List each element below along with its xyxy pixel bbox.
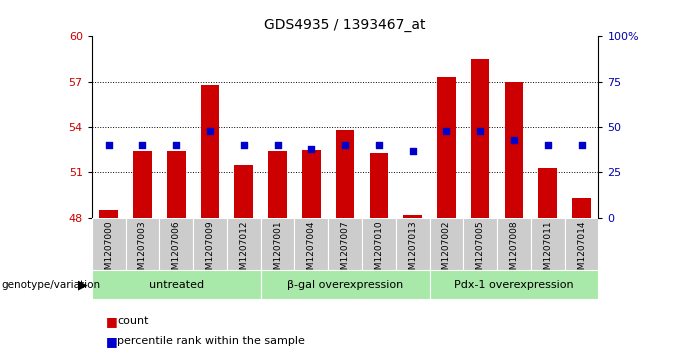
Bar — [471, 59, 490, 218]
Point — [475, 128, 486, 134]
Text: GSM1207010: GSM1207010 — [375, 220, 384, 281]
Bar — [505, 82, 523, 218]
FancyBboxPatch shape — [497, 218, 531, 270]
FancyBboxPatch shape — [260, 270, 430, 299]
Text: GSM1207006: GSM1207006 — [172, 220, 181, 281]
Bar — [167, 151, 186, 218]
FancyBboxPatch shape — [227, 218, 260, 270]
Text: GSM1207003: GSM1207003 — [138, 220, 147, 281]
FancyBboxPatch shape — [430, 270, 598, 299]
Bar — [133, 151, 152, 218]
Point — [205, 128, 216, 134]
Bar — [336, 130, 354, 218]
Bar — [302, 150, 320, 218]
Text: GSM1207011: GSM1207011 — [543, 220, 552, 281]
Point — [103, 142, 114, 148]
Bar — [437, 77, 456, 218]
Text: ■: ■ — [105, 335, 117, 348]
Text: GSM1207004: GSM1207004 — [307, 220, 316, 281]
Point — [407, 148, 418, 154]
Bar — [269, 151, 287, 218]
Text: GSM1207009: GSM1207009 — [205, 220, 214, 281]
Point — [576, 142, 587, 148]
Point — [272, 142, 283, 148]
FancyBboxPatch shape — [92, 218, 126, 270]
FancyBboxPatch shape — [193, 218, 227, 270]
FancyBboxPatch shape — [294, 218, 328, 270]
Text: genotype/variation: genotype/variation — [1, 280, 101, 290]
FancyBboxPatch shape — [564, 218, 598, 270]
Text: Pdx-1 overexpression: Pdx-1 overexpression — [454, 280, 574, 290]
Point — [509, 137, 520, 143]
Text: ▶: ▶ — [78, 278, 88, 291]
Text: untreated: untreated — [149, 280, 204, 290]
Bar — [370, 153, 388, 218]
Text: GSM1207005: GSM1207005 — [476, 220, 485, 281]
Text: GSM1207007: GSM1207007 — [341, 220, 350, 281]
Text: GSM1207008: GSM1207008 — [509, 220, 518, 281]
FancyBboxPatch shape — [396, 218, 430, 270]
FancyBboxPatch shape — [531, 218, 564, 270]
Text: percentile rank within the sample: percentile rank within the sample — [117, 336, 305, 346]
Point — [239, 142, 250, 148]
Point — [306, 146, 317, 152]
Text: β-gal overexpression: β-gal overexpression — [287, 280, 403, 290]
Text: GSM1207012: GSM1207012 — [239, 220, 248, 281]
Point — [441, 128, 452, 134]
FancyBboxPatch shape — [328, 218, 362, 270]
FancyBboxPatch shape — [362, 218, 396, 270]
Bar — [403, 215, 422, 218]
Point — [373, 142, 384, 148]
Point — [543, 142, 554, 148]
Text: count: count — [117, 316, 148, 326]
Text: GSM1207014: GSM1207014 — [577, 220, 586, 281]
Title: GDS4935 / 1393467_at: GDS4935 / 1393467_at — [265, 19, 426, 33]
Text: GSM1207013: GSM1207013 — [408, 220, 417, 281]
Text: GSM1207001: GSM1207001 — [273, 220, 282, 281]
FancyBboxPatch shape — [92, 270, 260, 299]
Bar — [539, 168, 557, 218]
FancyBboxPatch shape — [430, 218, 463, 270]
Point — [137, 142, 148, 148]
Text: GSM1207002: GSM1207002 — [442, 220, 451, 281]
Point — [340, 142, 351, 148]
Bar — [201, 85, 219, 218]
Point — [171, 142, 182, 148]
FancyBboxPatch shape — [159, 218, 193, 270]
Text: GSM1207000: GSM1207000 — [104, 220, 113, 281]
Bar — [99, 210, 118, 218]
FancyBboxPatch shape — [463, 218, 497, 270]
Text: ■: ■ — [105, 315, 117, 328]
FancyBboxPatch shape — [260, 218, 294, 270]
Bar — [573, 198, 591, 218]
FancyBboxPatch shape — [126, 218, 159, 270]
Bar — [235, 165, 253, 218]
